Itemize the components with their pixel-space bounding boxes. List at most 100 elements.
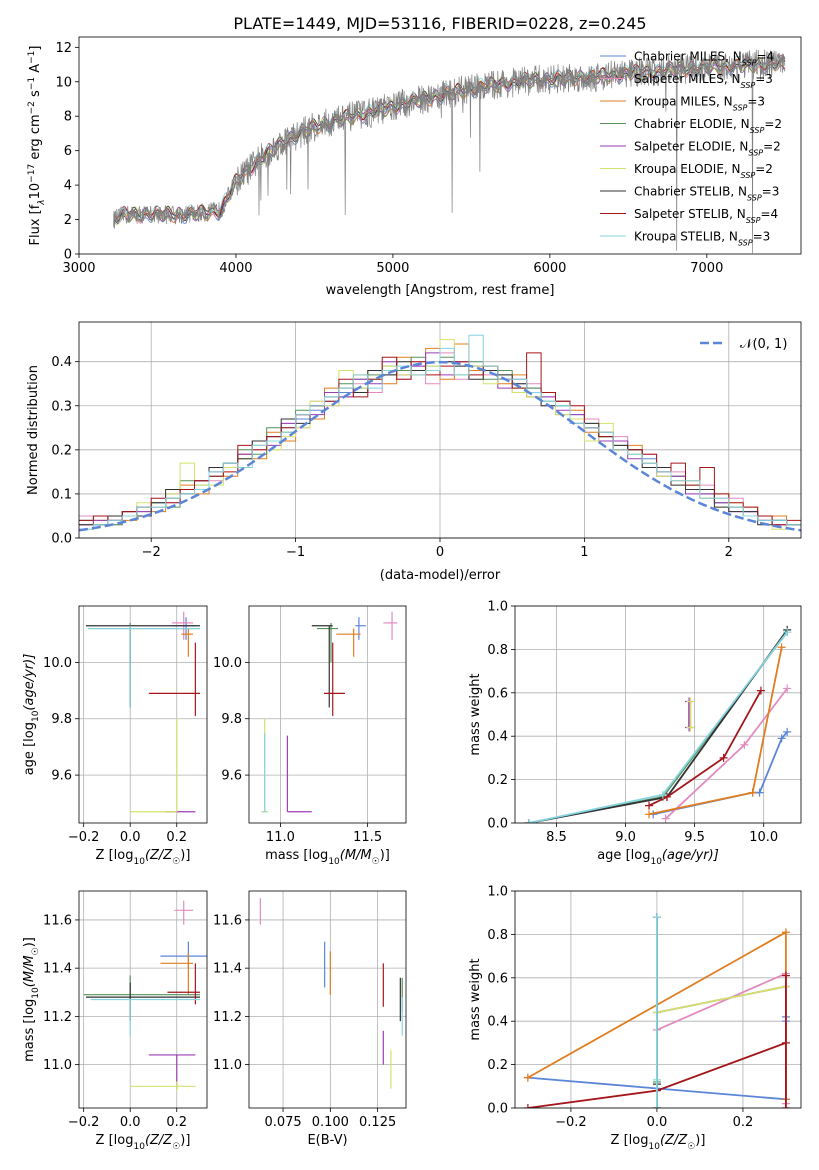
weight_vs_Z-ytick-label: 0.6 (487, 971, 508, 986)
errorbar-point (160, 953, 194, 995)
weight-marker (777, 734, 786, 743)
weight_vs_Z-ytick-label: 0.8 (487, 928, 508, 943)
weight_vs_Z-ytick-label: 1.0 (487, 885, 508, 900)
weight-marker (781, 971, 790, 980)
weight_vs_Z-ytick-label: 0.2 (487, 1058, 508, 1073)
weight-marker (652, 1075, 661, 1084)
residuals-ticks: −2 −1 0 1 2 0.0 0.1 0.2 0.3 0.4 (51, 321, 802, 560)
legend-label: Kroupa MILES, NSSP=3 (634, 95, 765, 113)
plots: 3000 4000 5000 6000 7000024681012wavelength … (22, 36, 802, 1152)
weight-marker (748, 788, 757, 797)
weight_vs_age-ytick-label: 0.8 (487, 643, 508, 658)
weight-marker (523, 1104, 532, 1108)
errorbar-point (85, 982, 201, 1022)
legend-label: Chabrier ELODIE, NSSP=2 (634, 117, 782, 135)
residuals-ytick-label: 0.3 (51, 399, 72, 414)
errorbar-point (286, 735, 312, 813)
age_vs_Z-xlabel: Z [log10(Z/Z☉)] (96, 848, 191, 867)
spectrum-ticks: 3000 4000 5000 6000 7000 0 2 4 6 8 10 12 (55, 36, 802, 276)
weight-marker (524, 819, 533, 823)
weight-marker (658, 790, 667, 799)
weight_vs_age-spines (514, 605, 802, 824)
legend-label: Kroupa STELIB, NSSP=3 (634, 230, 770, 248)
weight_vs_Z-ytick-label: 0.4 (487, 1015, 508, 1030)
legend-label: Salpeter MILES, NSSP=3 (634, 72, 773, 90)
errorbar-point (383, 611, 398, 640)
mass_vs_Z-xlabel: Z [log10(Z/Z☉)] (96, 1133, 191, 1152)
mass_vs_Z-xtick-label: 0.0 (120, 1115, 141, 1130)
age_vs_mass-ytick-label: 9.8 (221, 712, 242, 727)
mass_vs_Z-xtick-label: −0.2 (68, 1115, 100, 1130)
legend-label: Kroupa ELODIE, NSSP=2 (634, 162, 773, 180)
errorbar-point (160, 941, 207, 969)
spectrum-xlabel: wavelength [Angstrom, rest frame] (326, 283, 555, 298)
spectrum-xtick-label: 7000 (690, 261, 723, 276)
residuals-ytick-label: 0.1 (51, 487, 72, 502)
mass_vs_Z-ytick-label: 11.6 (43, 913, 72, 928)
age_vs_mass-xlabel: mass [log10(M/M☉)] (265, 848, 390, 867)
spectrum-ytick-label: 8 (64, 110, 72, 125)
age_vs_Z-ytick-label: 10.0 (43, 656, 72, 671)
errorbar-point (148, 1054, 196, 1089)
weight_vs_age-ytick-label: 0.4 (487, 730, 508, 745)
weight-marker (756, 686, 765, 695)
weight-marker (781, 1104, 790, 1108)
legend-label: Chabrier MILES, NSSP=4 (634, 50, 774, 68)
figure-title: PLATE=1449, MJD=53116, FIBERID=0228, z=0… (233, 14, 646, 33)
weight-marker (781, 1038, 790, 1047)
errorbar-point (167, 963, 201, 1005)
weight-line (648, 690, 762, 807)
weight-marker (783, 628, 792, 637)
mass_vs_ebv-axes (249, 891, 406, 1108)
age_vs_mass-ytick-label: 9.6 (221, 769, 242, 784)
mass_vs_Z-ylabel: mass [log10(M/M☉)] (22, 937, 41, 1062)
errorbar-point (181, 628, 194, 657)
age_vs_mass-points (261, 611, 398, 813)
residuals-xtick-label: 2 (725, 545, 733, 560)
weight-marker (781, 928, 790, 937)
weight_vs_Z-xlabel: Z [log10(Z/Z☉)] (611, 1133, 706, 1152)
spectrum-ytick-label: 12 (55, 41, 72, 56)
weight-line (656, 985, 787, 1014)
histogram-step (79, 352, 801, 526)
weight_vs_age-ylabel: mass weight (468, 673, 483, 755)
weight-marker (755, 788, 764, 797)
age_vs_Z-ylabel: age [log10(age/yr)] (22, 654, 41, 776)
errorbar-point (355, 617, 366, 640)
mass_vs_ebv-ytick-label: 11.4 (213, 962, 242, 977)
age_vs_mass-ytick-label: 10.0 (213, 656, 242, 671)
spectrum-xtick-label: 4000 (219, 261, 252, 276)
weight_vs_Z-xtick-label: −0.2 (555, 1115, 587, 1130)
mass_vs_ebv-ytick-label: 11.0 (213, 1058, 242, 1073)
residuals-ytick-label: 0.0 (51, 532, 72, 547)
weight-marker (686, 697, 695, 706)
spectrum-xtick-label: 5000 (376, 261, 409, 276)
weight_vs_age-xlabel: age [log10(age/yr)] (597, 848, 719, 867)
mass_vs_ebv-spines (248, 890, 407, 1109)
legend-label: Chabrier STELIB, NSSP=3 (634, 185, 779, 203)
errorbar-point (83, 975, 201, 1014)
age_vs_mass-spines (248, 605, 407, 824)
mass_vs_Z-points (83, 900, 207, 1092)
errorbar-point (85, 625, 201, 708)
weight_vs_age-xtick-label: 9.5 (684, 830, 705, 845)
mass_vs_ebv-xlabel: E(B-V) (307, 1133, 347, 1148)
spectrum-legend: Chabrier MILES, NSSP=4 Salpeter MILES, NS… (600, 50, 782, 248)
mass_vs_ebv-xtick-label: 0.100 (312, 1115, 349, 1130)
data-spectrum-line (113, 49, 786, 254)
residuals-xtick-label: 0 (436, 545, 444, 560)
age_vs_Z-xtick-label: −0.2 (68, 830, 100, 845)
weight_vs_Z-ticks: −0.2 0.0 0.2 0.0 0.2 0.4 0.6 0.8 1.0 (487, 885, 802, 1130)
weight-marker (740, 740, 749, 749)
spectrum-lines (113, 49, 786, 254)
errorbar-point (311, 625, 333, 708)
weight-line (653, 731, 788, 816)
legend-label: Salpeter ELODIE, NSSP=2 (634, 140, 781, 158)
age_vs_Z-spines (78, 605, 208, 824)
mass_vs_ebv-xtick-label: 0.075 (264, 1115, 301, 1130)
residuals-spines (78, 321, 802, 539)
spectrum-spines (78, 36, 802, 255)
residual-histograms (79, 334, 801, 532)
errorbar-point (130, 1081, 196, 1092)
weight-marker (661, 814, 670, 823)
